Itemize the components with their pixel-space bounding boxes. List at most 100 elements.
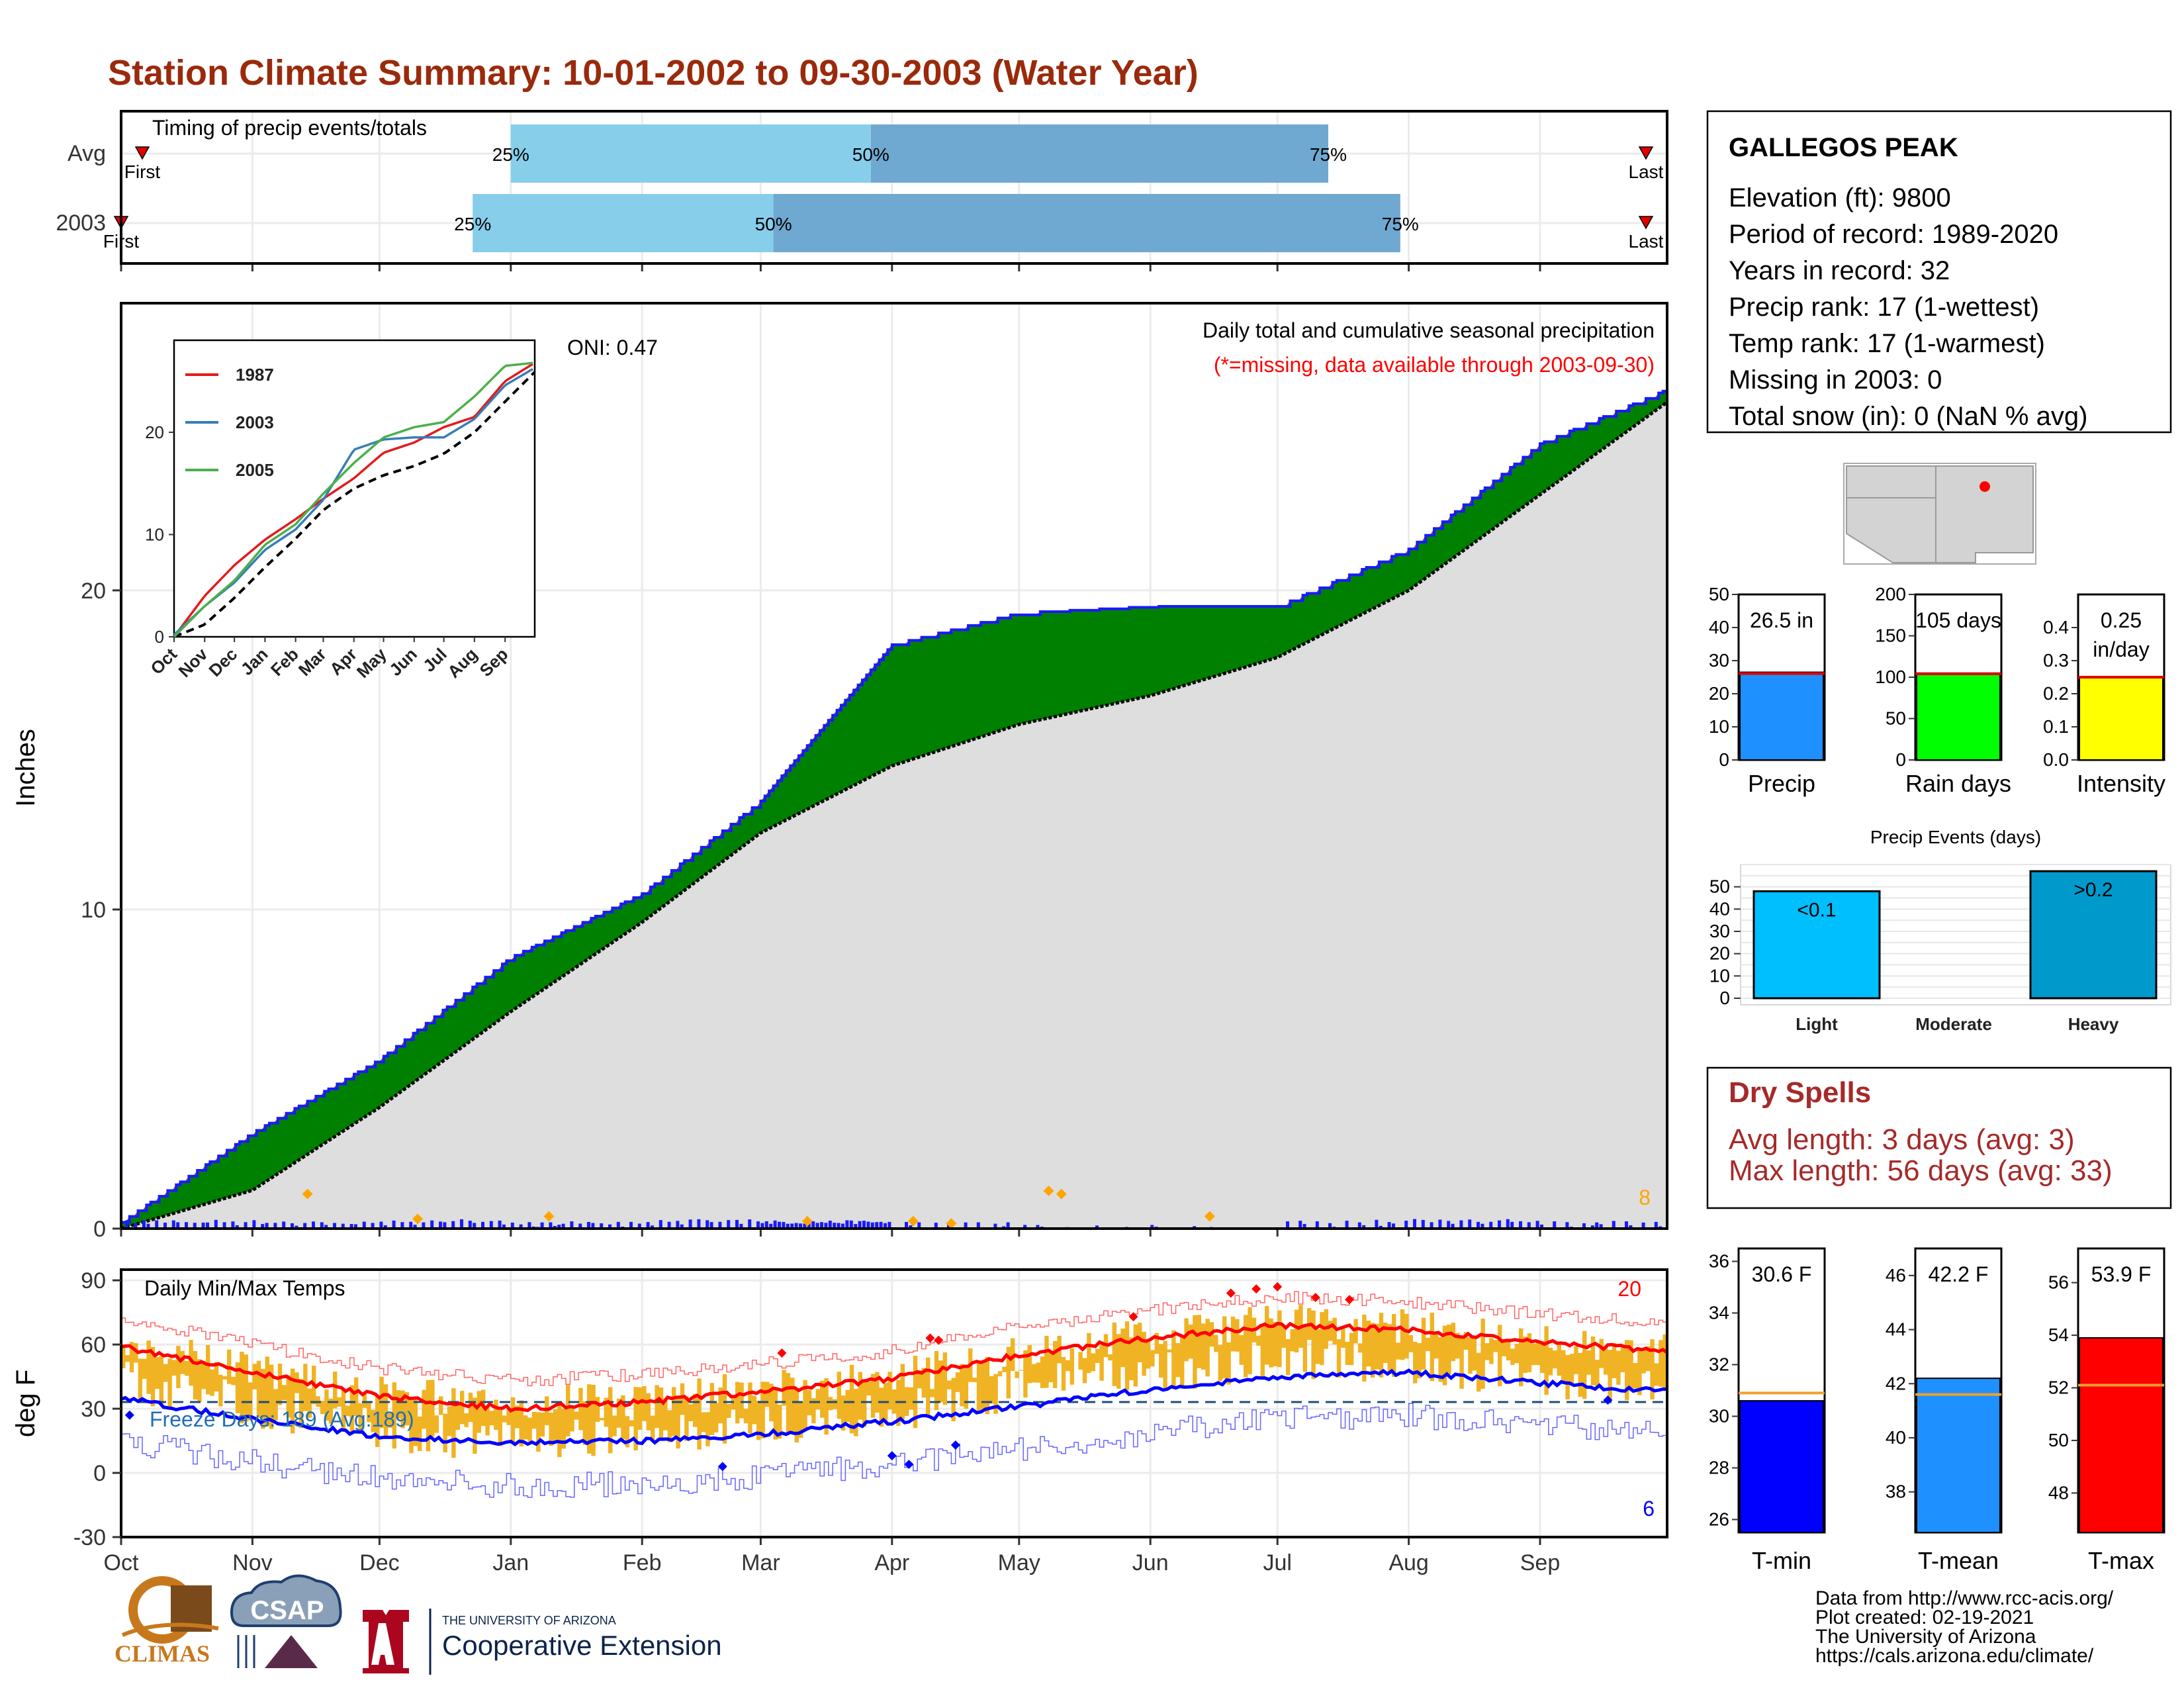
precip-daily-bar <box>1519 1221 1522 1229</box>
precip-daily-bar <box>206 1222 209 1229</box>
credit-line-2: Plot created: 02-19-2021 <box>1815 1607 2034 1628</box>
precip-daily-bar <box>1625 1221 1628 1229</box>
precip-daily-bar <box>1553 1221 1557 1229</box>
precip-cumulative-line <box>121 389 1667 1224</box>
month-axis-labels: Oct Nov Dec Jan Feb Mar Apr May Jun Jul Aug Sep <box>104 1550 1561 1575</box>
precip-daily-bar <box>519 1224 523 1229</box>
precip-daily-bar <box>905 1221 908 1229</box>
precip-average-area <box>121 402 1667 1229</box>
precip-daily-bar <box>773 1220 777 1229</box>
precip-daily-bar <box>748 1219 752 1229</box>
events-bar-label: >0.2 <box>2073 879 2113 901</box>
credit-line-4: https://cals.arizona.edu/climate/ <box>1815 1645 2094 1667</box>
events-y-tick-label: 20 <box>1709 943 1730 964</box>
events-category-label: Moderate <box>1915 1014 1992 1034</box>
precip-daily-bar <box>1447 1221 1451 1229</box>
inset-y-tick-label: 20 <box>145 422 164 442</box>
precip-daily-bar <box>379 1221 383 1229</box>
inset-legend: 1987 2003 2005 <box>185 365 274 480</box>
precip-y-axis-label: Inches <box>11 729 40 807</box>
precip-daily-bar <box>222 1222 226 1229</box>
temp-record-diamond <box>777 1348 787 1358</box>
mini-bar-fill <box>2079 677 2163 761</box>
precip-daily-bar <box>261 1224 265 1229</box>
precip-event-diamond <box>1043 1185 1054 1196</box>
timing-label-50: 50% <box>852 144 889 165</box>
temp-max-count: 20 <box>1617 1277 1641 1301</box>
inset-y-tick-label: 10 <box>145 525 164 545</box>
precip-daily-bar <box>443 1222 447 1229</box>
precip-daily-bar <box>1590 1225 1594 1229</box>
mini-bar-y-tick-label: 0.3 <box>2043 650 2069 671</box>
freeze-days: Freeze Days: 189 (Avg:189) <box>150 1407 414 1431</box>
precip-daily-bar <box>1477 1221 1480 1229</box>
precip-daily-bar <box>1582 1223 1586 1229</box>
precip-daily-bar <box>527 1222 531 1229</box>
precip-daily-bar <box>858 1221 862 1229</box>
precip-daily-bar <box>1328 1223 1332 1229</box>
precip-daily-bar <box>1498 1220 1501 1229</box>
station-location-marker <box>1979 481 1990 492</box>
month-label-jun: Jun <box>1132 1550 1169 1575</box>
timing-bar-25-50 <box>510 124 871 183</box>
temp-record-diamond <box>124 1410 134 1420</box>
temp-bar-y-tick-label: 34 <box>1709 1303 1729 1323</box>
precip-daily-bar <box>451 1221 455 1229</box>
precip-daily-bar <box>849 1220 853 1229</box>
precip-daily-bar <box>976 1222 980 1229</box>
events-y-tick-label: 50 <box>1709 876 1730 897</box>
mini-bar-label: Precip <box>1748 770 1815 797</box>
temp-bar-fill <box>1739 1400 1824 1534</box>
inset-lines <box>173 361 536 638</box>
precip-daily-bar <box>739 1223 743 1229</box>
precip-daily-bar <box>1413 1219 1416 1229</box>
events-y-tick-label: 10 <box>1709 965 1730 986</box>
timing-label-25: 25% <box>454 214 491 234</box>
precip-daily-bar <box>549 1222 553 1229</box>
events-bar-heavy <box>2029 870 2158 1000</box>
month-label-apr: Apr <box>874 1550 909 1575</box>
oni-value: ONI: 0.47 <box>567 336 658 359</box>
precip-daily-bar <box>803 1223 807 1229</box>
precip-daily-bar <box>1095 1225 1099 1229</box>
precip-daily-bar <box>651 1225 654 1229</box>
precip-daily-bar <box>413 1225 417 1229</box>
temp-record-diamond <box>1603 1395 1613 1405</box>
station-years: Years in record: 32 <box>1729 256 1950 285</box>
precip-daily-bar <box>1357 1222 1361 1229</box>
precip-daily-bar <box>778 1221 781 1229</box>
month-label-oct: Oct <box>104 1550 139 1575</box>
precip-daily-bar <box>705 1220 709 1229</box>
precip-daily-bar <box>324 1225 328 1229</box>
temp-record-diamond <box>904 1460 914 1470</box>
precip-daily-bar <box>163 1223 167 1229</box>
precip-daily-bar <box>854 1223 858 1229</box>
precip-daily-bar <box>1404 1221 1408 1229</box>
temp-record-max-line <box>121 1291 1667 1387</box>
precip-daily-bar <box>409 1221 413 1229</box>
precip-daily-bar <box>481 1221 484 1229</box>
month-label-may: May <box>998 1550 1040 1575</box>
climas-logo-text: CLIMAS <box>114 1640 210 1667</box>
precip-daily-bar <box>1527 1222 1531 1229</box>
temp-bar-y-tick-label: 52 <box>2048 1378 2069 1398</box>
precip-daily-bar <box>502 1224 506 1229</box>
temp-bar-y-tick-label: 38 <box>1886 1481 1906 1502</box>
precip-daily-bar <box>794 1223 798 1229</box>
precip-daily-bar <box>646 1222 650 1229</box>
precip-daily-bar <box>362 1221 366 1229</box>
temp-y-tick-label: 0 <box>93 1461 106 1486</box>
temp-record-markers <box>124 1282 1613 1472</box>
temp-y-ticks: 90 60 30 0 -30 <box>73 1268 121 1550</box>
precip-daily-bar <box>231 1221 235 1229</box>
credit-line-3: The University of Arizona <box>1815 1626 2036 1648</box>
timing-last-label: Last <box>1629 231 1664 252</box>
precip-daily-bar <box>1006 1222 1010 1229</box>
precip-daily-bar <box>811 1221 815 1229</box>
precip-daily-bar <box>1480 1223 1484 1229</box>
precip-y-tick-label: 10 <box>81 898 106 923</box>
events-y-tick-label: 0 <box>1719 988 1730 1008</box>
temp-bar-chart-t-mean: 42.2 F T-mean 46 44 42 40 38 <box>1886 1247 2003 1574</box>
temp-bar-y-tick-label: 48 <box>2048 1482 2069 1503</box>
